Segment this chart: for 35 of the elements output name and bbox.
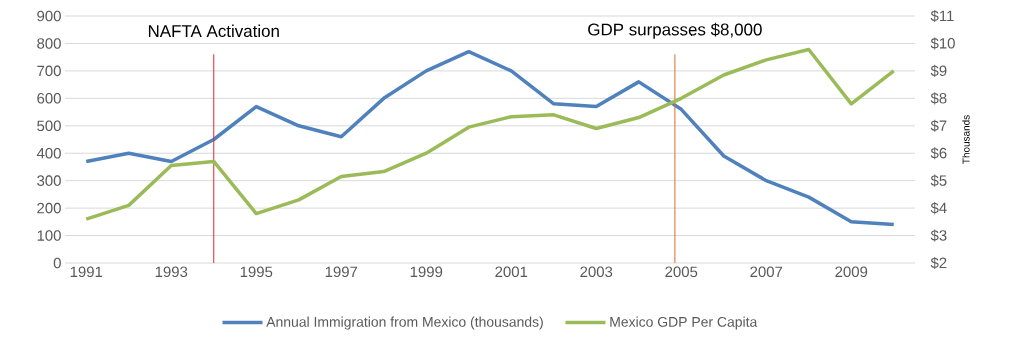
- x-tick-label: 1993: [155, 266, 188, 278]
- y2-tick-label: $5: [930, 174, 947, 187]
- y2-tick-label: $6: [930, 147, 947, 160]
- y-tick-label: 100: [37, 230, 61, 241]
- y2-tick-label: $3: [930, 229, 947, 242]
- y-tick-label: 700: [37, 65, 61, 77]
- y2-tick-label: $4: [930, 202, 947, 215]
- y-tick-label: 900: [37, 10, 61, 22]
- y-tick-label: 500: [37, 120, 61, 132]
- y2-tick-label: $8: [930, 92, 947, 105]
- legend-label: Annual Immigration from Mexico (thousands): [266, 316, 543, 330]
- x-tick-label: 1991: [70, 266, 103, 278]
- x-tick-label: 1995: [240, 266, 273, 278]
- y-tick-label: 300: [37, 175, 61, 186]
- x-tick-label: 2001: [495, 266, 528, 278]
- x-tick-label: 2005: [665, 266, 698, 278]
- x-tick-label: 2003: [580, 266, 613, 278]
- y2-axis-title: Thousands: [962, 115, 970, 164]
- x-tick-label: 1997: [325, 266, 358, 278]
- x-tick-label: 1999: [410, 266, 443, 278]
- y2-tick-label: $11: [930, 9, 954, 23]
- y-tick-label: 400: [36, 147, 61, 159]
- x-tick-label: 2007: [750, 266, 783, 278]
- x-tick-label: 2009: [835, 266, 868, 278]
- y-tick-label: 800: [37, 38, 61, 49]
- y2-tick-label: $9: [930, 64, 947, 77]
- y-tick-label: 0: [53, 257, 61, 269]
- ref-line-label: GDP surpasses $8,000: [588, 22, 762, 39]
- legend-label: Mexico GDP Per Capita: [610, 316, 758, 330]
- ref-line-label: NAFTA Activation: [148, 24, 279, 38]
- y2-tick-label: $10: [930, 37, 955, 50]
- y-tick-label: 600: [37, 93, 61, 104]
- y2-tick-label: $2: [930, 256, 947, 270]
- y-tick-label: 200: [37, 202, 61, 214]
- y2-tick-label: $7: [930, 119, 947, 132]
